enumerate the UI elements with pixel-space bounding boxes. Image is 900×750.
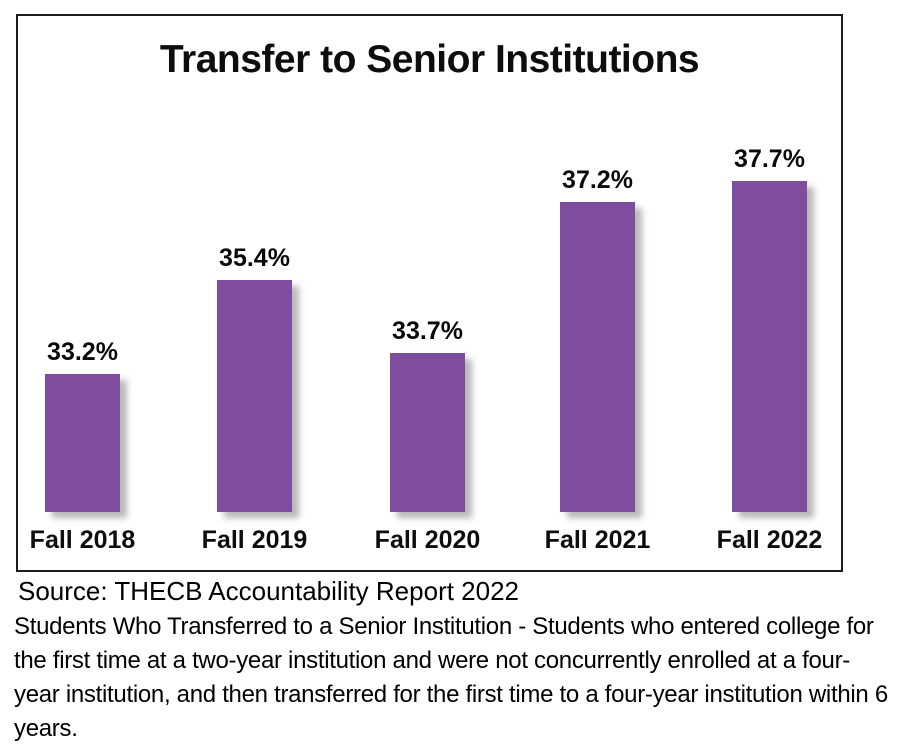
bar-value-label: 37.2%	[562, 166, 633, 195]
chart-description: Students Who Transferred to a Senior Ins…	[14, 613, 888, 743]
chart-title: Transfer to Senior Institutions	[159, 38, 700, 81]
source-attribution: Source: THECB Accountability Report 2022	[18, 576, 520, 606]
axis-label-fall-2019: Fall 2019	[201, 526, 308, 554]
bar-value-label: 37.7%	[734, 144, 805, 173]
bar-fall-2018	[45, 374, 120, 512]
bar-value-label: 35.4%	[219, 243, 290, 272]
plot-area: 33.2% Fall 2018 35.4% Fall 2019 33.7% Fa…	[18, 16, 841, 570]
axis-label-fall-2018: Fall 2018	[29, 526, 136, 554]
bar-fall-2019	[217, 279, 292, 512]
axis-label-fall-2020: Fall 2020	[374, 526, 481, 554]
bar-fall-2022	[732, 180, 807, 512]
bar-group-fall-2020: 33.7% Fall 2020	[375, 316, 481, 554]
chart-area: Transfer to Senior Institutions 33.2% Fa…	[16, 14, 843, 572]
axis-label-fall-2022: Fall 2022	[716, 526, 823, 554]
bar-group-fall-2019: 35.4% Fall 2019	[202, 243, 308, 554]
bar-value-label: 33.2%	[47, 338, 118, 367]
bar-group-fall-2021: 37.2% Fall 2021	[545, 166, 651, 554]
axis-label-fall-2021: Fall 2021	[544, 526, 651, 554]
bar-group-fall-2022: 37.7% Fall 2022	[717, 144, 823, 554]
bar-value-label: 33.7%	[392, 316, 463, 345]
bar-fall-2021	[560, 202, 635, 512]
bar-fall-2020	[390, 352, 465, 512]
bar-group-fall-2018: 33.2% Fall 2018	[30, 338, 136, 554]
